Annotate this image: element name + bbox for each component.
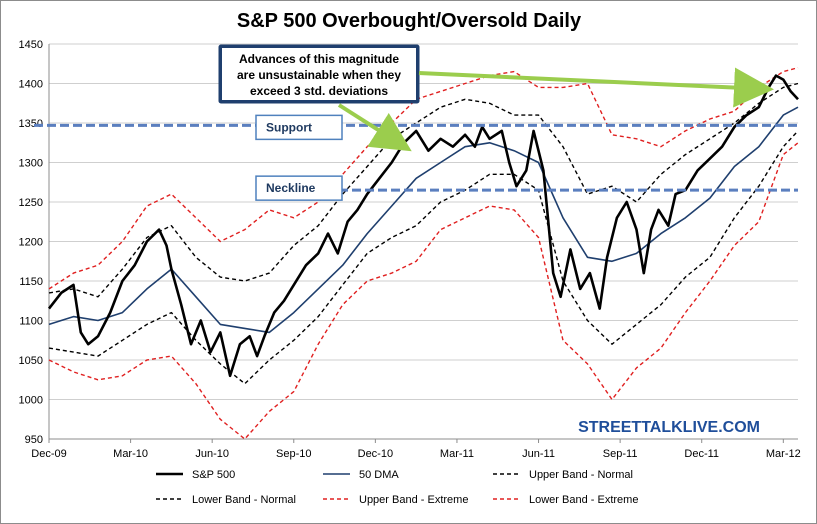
y-tick-label: 1150 <box>19 276 43 288</box>
annotation-line-1: Advances of this magnitude <box>239 52 399 66</box>
legend-label-5: Lower Band - Extreme <box>529 494 638 506</box>
x-tick-label: Sep-10 <box>276 448 311 460</box>
y-tick-label: 1300 <box>19 158 43 170</box>
x-tick-label: Sep-11 <box>603 448 638 460</box>
series-line-50-dma <box>48 106 799 334</box>
support-label: Support <box>266 120 312 134</box>
y-tick-label: 1350 <box>19 118 43 130</box>
x-tick-label: Jun-11 <box>522 448 555 460</box>
series-line-lower-band-extreme <box>48 142 799 440</box>
x-tick-label: Mar-12 <box>766 448 801 460</box>
x-tick-label: Dec-10 <box>358 448 393 460</box>
neckline-box <box>255 175 343 201</box>
annotation-arrow-down <box>337 103 412 152</box>
y-tick-label: 1200 <box>19 237 43 249</box>
x-tick-label: Mar-10 <box>113 448 148 460</box>
x-tick-label: Dec-11 <box>684 448 719 460</box>
y-tick-label: 1400 <box>19 79 43 91</box>
y-tick-label: 1250 <box>19 197 43 209</box>
legend-label-2: Upper Band - Normal <box>529 469 633 481</box>
x-tick-label: Dec-09 <box>31 448 66 460</box>
x-tick-label: Mar-11 <box>440 448 474 460</box>
y-tick-label: 1100 <box>19 316 43 328</box>
annotation-line-3: exceed 3 std. deviations <box>250 84 388 98</box>
series-line-upper-band-normal <box>48 82 799 298</box>
reference-lines: Support Neckline <box>34 114 798 201</box>
chart-title: S&P 500 Overbought/Oversold Daily <box>237 10 582 32</box>
legend: S&P 500 50 DMA Upper Band - Normal Lower Ba… <box>156 469 638 506</box>
series-line-upper-band-extreme <box>48 67 799 290</box>
series-line-s-p-500 <box>47 74 799 378</box>
legend-label-1: 50 DMA <box>359 469 399 481</box>
annotation-callout: Advances of this magnitude are unsustain… <box>218 44 774 152</box>
legend-label-4: Upper Band - Extreme <box>359 494 468 506</box>
support-box <box>255 114 343 141</box>
annotation-arrow-right <box>418 67 774 108</box>
watermark: STREETTALKLIVE.COM <box>578 419 760 436</box>
y-tick-label: 950 <box>25 434 43 446</box>
x-tick-label: Jun-10 <box>195 448 229 460</box>
series-line-lower-band-normal <box>48 130 799 385</box>
annotation-line-2: are unsustainable when they <box>237 68 401 82</box>
y-tick-label: 1450 <box>19 39 43 51</box>
y-tick-label: 1000 <box>19 395 43 407</box>
y-tick-label: 1050 <box>19 355 43 367</box>
neckline-label: Neckline <box>266 181 316 195</box>
legend-label-0: S&P 500 <box>192 469 235 481</box>
series-layer <box>47 67 799 440</box>
annotation-box-inner <box>222 48 416 100</box>
x-axis-ticks: Dec-09 Mar-10 Jun-10 Sep-10 Dec-10 Mar-11 Jun-… <box>31 439 801 460</box>
legend-label-3: Lower Band - Normal <box>192 494 296 506</box>
grid-layer <box>48 43 798 440</box>
y-axis-ticks: 950 1000 1050 1100 1150 1200 1250 1300 1350 1400 1… <box>19 39 43 446</box>
